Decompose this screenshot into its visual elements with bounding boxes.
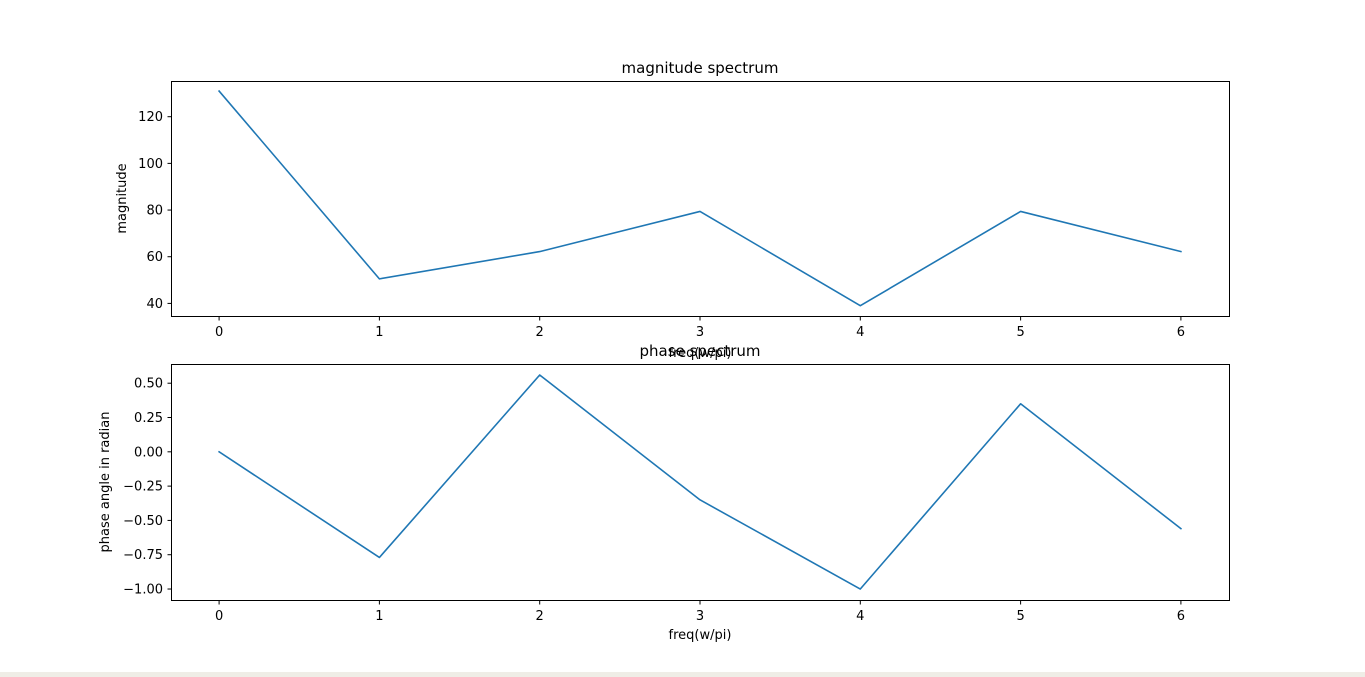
magnitude-x-axis-label: freq(w/pi)	[669, 346, 732, 361]
magnitude-spectrum-chart: magnitude spectrum 0 1 2 3 4 5 6 40 60 80 100 120 fre…	[115, 59, 1230, 361]
phase-y-axis-label: phase angle in radian	[98, 412, 113, 553]
magnitude-x-tick-label: 1	[375, 325, 383, 340]
bottom-strip	[0, 672, 1365, 677]
phase-y-tick-label: −1.00	[123, 583, 163, 598]
phase-x-tick-label: 1	[375, 609, 383, 624]
phase-x-tick-label: 6	[1177, 609, 1185, 624]
phase-y-tick-label: −0.25	[123, 480, 163, 495]
phase-y-tick-label: −0.50	[123, 514, 163, 529]
magnitude-x-tick-label: 5	[1016, 325, 1024, 340]
phase-x-tick-label: 5	[1016, 609, 1024, 624]
phase-series-line	[217, 374, 1183, 590]
magnitude-y-tick-label: 80	[146, 204, 163, 219]
magnitude-x-tick-label: 4	[856, 325, 864, 340]
phase-y-tick-label: 0.25	[134, 411, 163, 426]
magnitude-series-line	[217, 89, 1182, 307]
magnitude-y-tick-label: 100	[138, 157, 163, 172]
phase-x-tick-label: 0	[215, 609, 223, 624]
magnitude-x-tick-label: 3	[696, 325, 704, 340]
phase-y-tick-label: 0.50	[134, 377, 163, 392]
phase-x-axis-label: freq(w/pi)	[669, 628, 732, 643]
magnitude-plot-frame	[171, 81, 1230, 317]
phase-plot-frame	[171, 364, 1230, 601]
magnitude-y-tick-label: 60	[146, 250, 163, 265]
magnitude-x-tick-label: 6	[1177, 325, 1185, 340]
phase-spectrum-chart: phase spectrum 0 1 2 3 4 5 6 −1.00 −0.75 −0.50 −0.2…	[98, 342, 1230, 643]
phase-y-tick-label: 0.00	[134, 445, 163, 460]
phase-x-tick-label: 3	[696, 609, 704, 624]
phase-chart-title: phase spectrum	[639, 342, 760, 360]
phase-x-tick-label: 2	[536, 609, 544, 624]
phase-x-tick-label: 4	[856, 609, 864, 624]
magnitude-x-tick-label: 0	[215, 325, 223, 340]
magnitude-y-tick-label: 40	[146, 297, 163, 312]
magnitude-y-axis-label: magnitude	[115, 163, 130, 233]
magnitude-x-tick-label: 2	[536, 325, 544, 340]
magnitude-chart-title: magnitude spectrum	[622, 59, 779, 77]
phase-y-tick-label: −0.75	[123, 548, 163, 563]
magnitude-y-tick-label: 120	[138, 110, 163, 125]
